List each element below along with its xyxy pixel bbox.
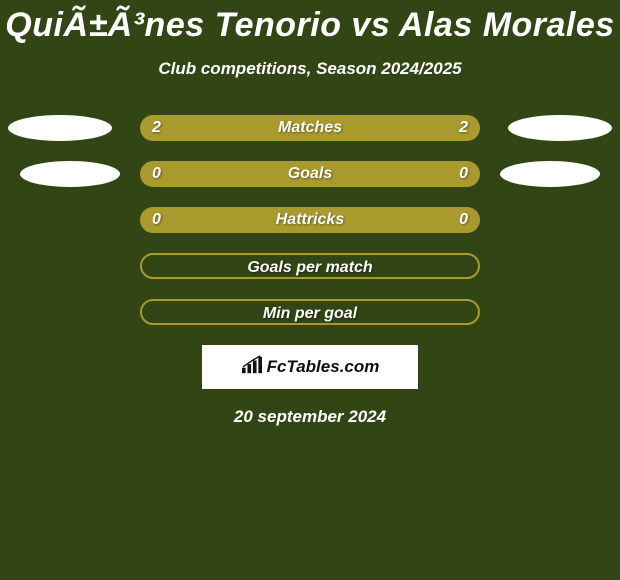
brand-box[interactable]: FcTables.com xyxy=(202,345,418,389)
stat-row: Min per goal xyxy=(0,299,620,325)
stats-rows: 2 Matches 2 0 Goals 0 0 Hattricks 0 xyxy=(0,115,620,325)
stat-bar: 0 Hattricks 0 xyxy=(140,207,480,233)
chart-icon xyxy=(241,355,263,380)
stat-row: 0 Goals 0 xyxy=(0,161,620,187)
right-oval xyxy=(500,161,600,187)
date: 20 september 2024 xyxy=(0,407,620,427)
stat-label: Goals per match xyxy=(142,255,478,277)
stat-label: Hattricks xyxy=(140,207,480,233)
left-oval xyxy=(8,115,112,141)
stat-right-value: 0 xyxy=(459,161,468,187)
stat-label: Matches xyxy=(140,115,480,141)
stat-bar: Min per goal xyxy=(140,299,480,325)
brand-text: FcTables.com xyxy=(267,357,380,377)
subtitle: Club competitions, Season 2024/2025 xyxy=(0,59,620,79)
stat-right-value: 2 xyxy=(459,115,468,141)
stat-label: Goals xyxy=(140,161,480,187)
stat-right-value: 0 xyxy=(459,207,468,233)
left-oval xyxy=(20,161,120,187)
stat-bar: 2 Matches 2 xyxy=(140,115,480,141)
stat-bar: Goals per match xyxy=(140,253,480,279)
stat-row: Goals per match xyxy=(0,253,620,279)
stat-row: 2 Matches 2 xyxy=(0,115,620,141)
page-title: QuiÃ±Ã³nes Tenorio vs Alas Morales xyxy=(0,0,620,45)
stat-bar: 0 Goals 0 xyxy=(140,161,480,187)
right-oval xyxy=(508,115,612,141)
stat-row: 0 Hattricks 0 xyxy=(0,207,620,233)
stat-label: Min per goal xyxy=(142,301,478,323)
